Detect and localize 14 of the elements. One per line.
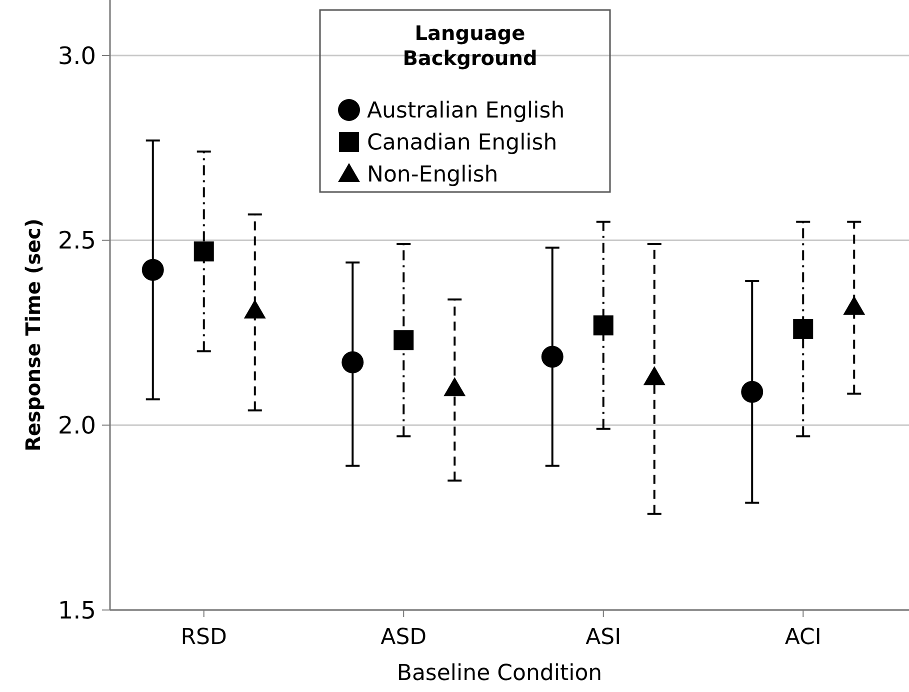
x-tick-label: ASI	[586, 625, 622, 650]
x-tick-label: ASD	[380, 625, 427, 650]
y-tick-label: 1.5	[58, 596, 96, 624]
legend-label: Australian English	[367, 98, 565, 124]
x-tick-label: ACI	[784, 625, 822, 650]
x-tick-label: RSD	[180, 625, 227, 650]
y-tick-label: 3.0	[58, 42, 96, 70]
y-tick-label: 2.5	[58, 226, 96, 255]
legend-label: Canadian English	[367, 130, 558, 156]
y-tick-label: 2.0	[58, 412, 96, 440]
legend-title: Language Background	[402, 21, 538, 70]
x-axis-title: Baseline Condition	[396, 661, 602, 686]
y-axis-title: Response Time (sec)	[21, 218, 45, 452]
legend-label: Non-English	[367, 162, 498, 188]
